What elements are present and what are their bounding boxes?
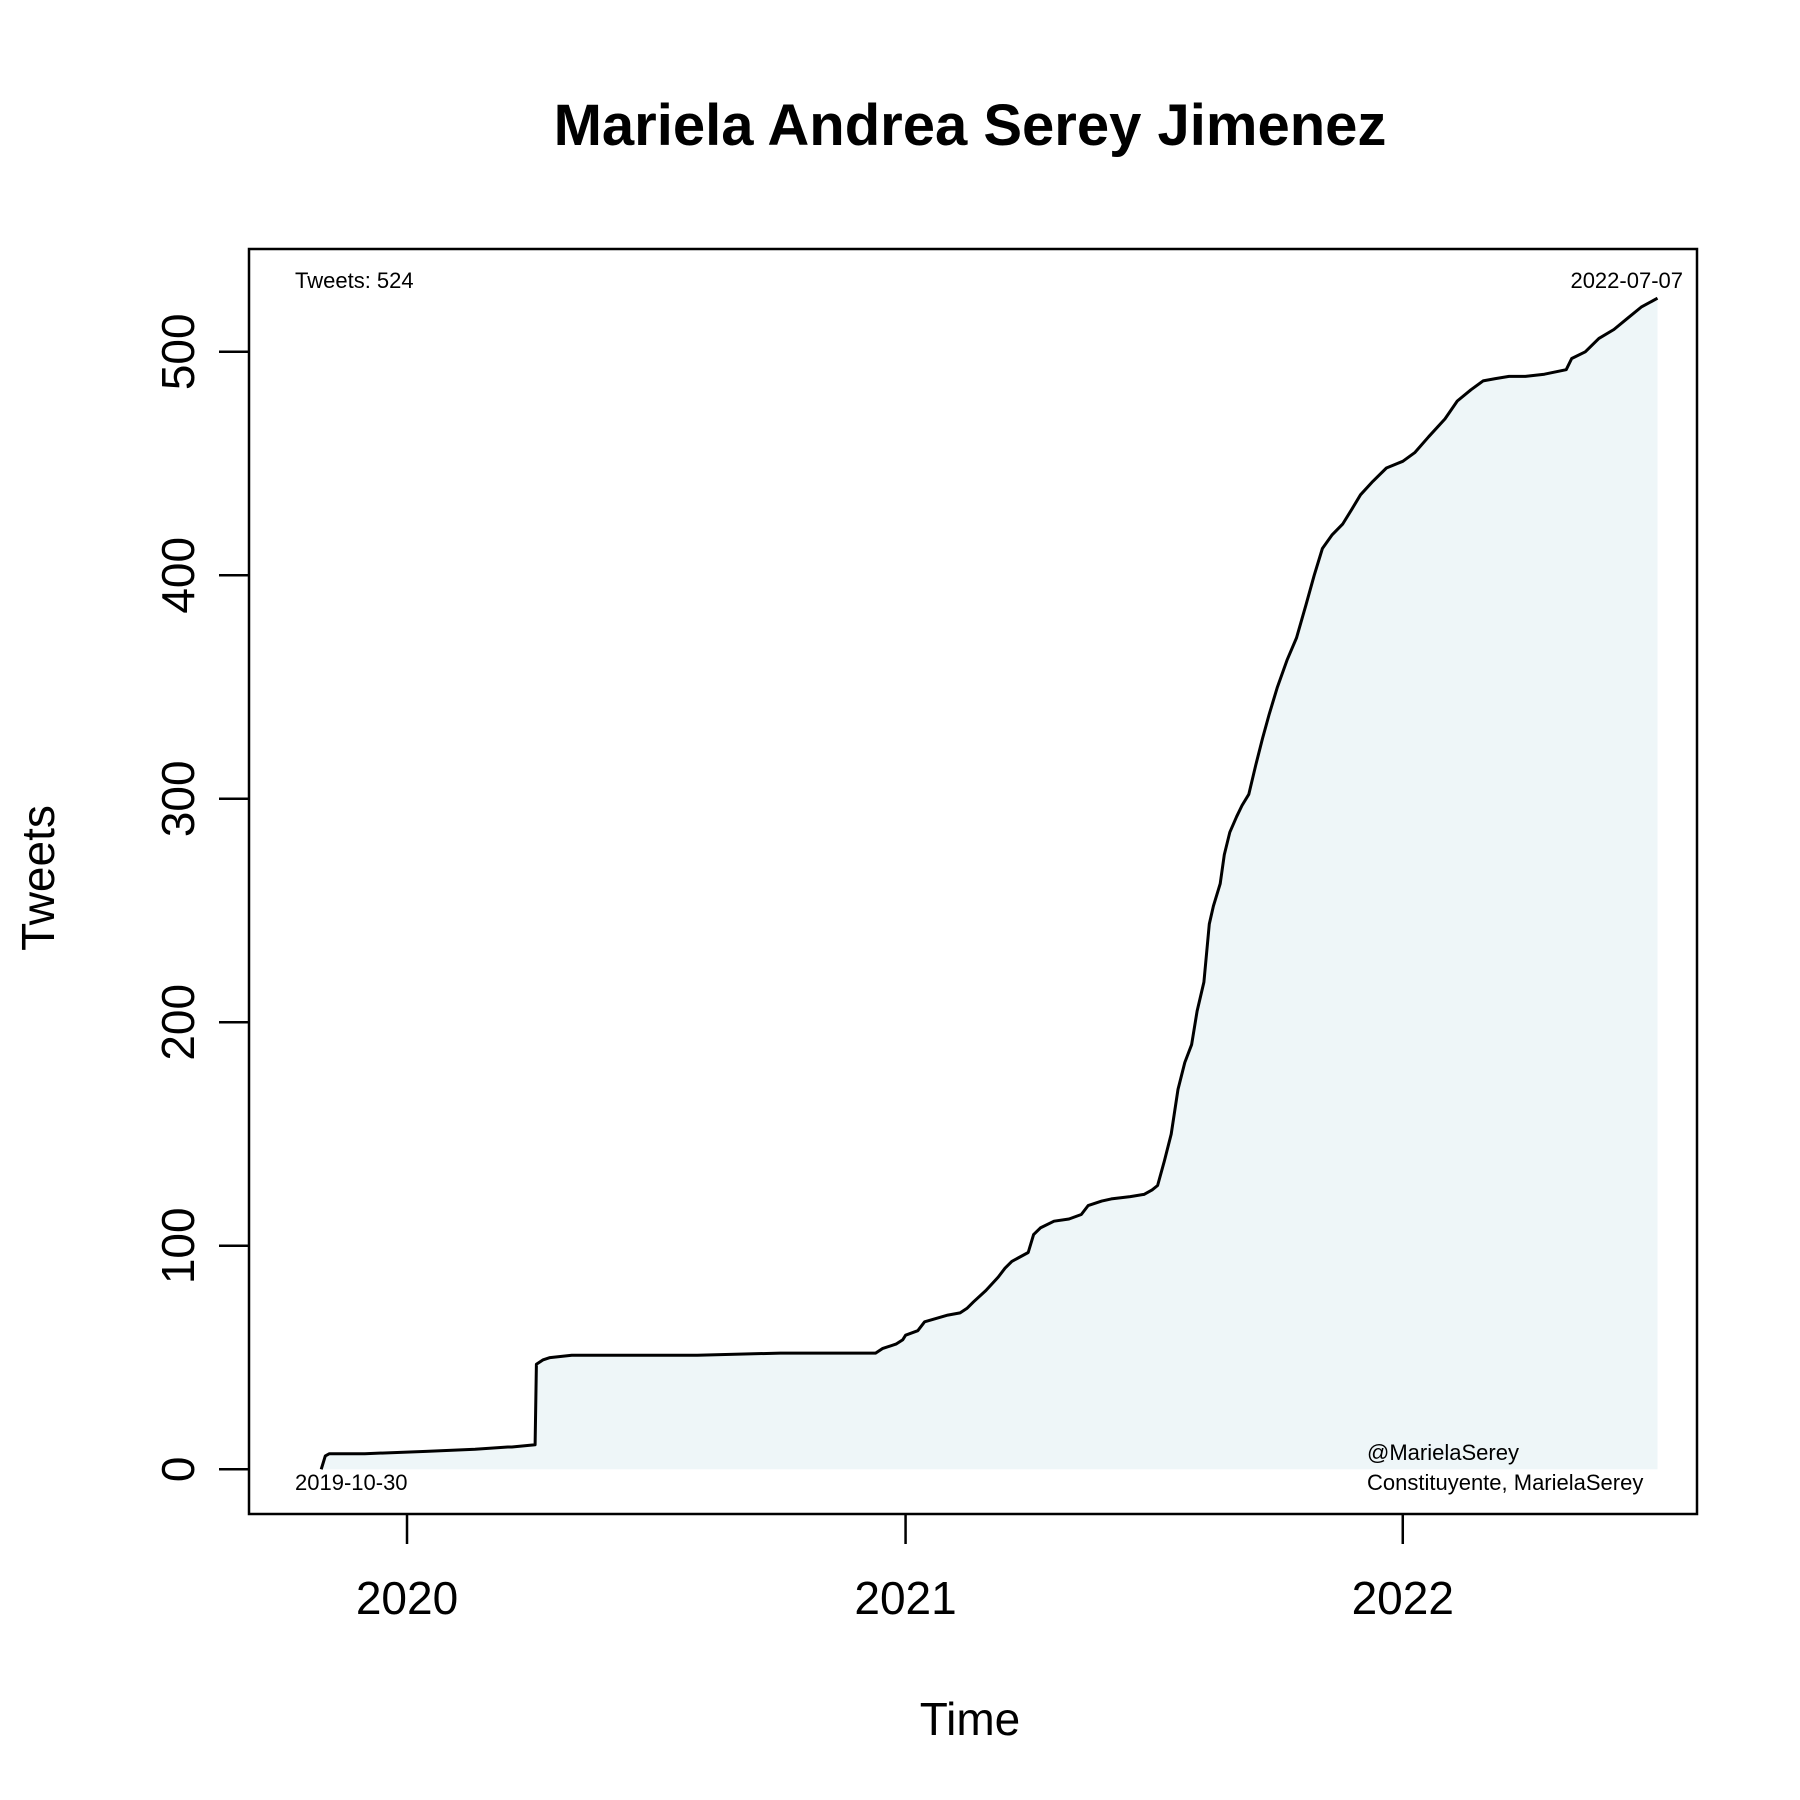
x-axis-title: Time: [920, 1693, 1021, 1745]
y-tick-label: 400: [152, 537, 204, 614]
y-tick-label: 500: [152, 313, 204, 390]
y-tick-label: 300: [152, 760, 204, 837]
handle-annotation: @MarielaSerey: [1367, 1440, 1519, 1465]
end-date-annotation: 2022-07-07: [1570, 268, 1683, 293]
x-tick-label: 2020: [356, 1572, 458, 1624]
tweet-count-annotation: Tweets: 524: [295, 268, 414, 293]
y-tick-label: 100: [152, 1207, 204, 1284]
y-tick-label: 0: [152, 1457, 204, 1483]
y-axis: 0 100 200 300 400 500: [152, 313, 249, 1482]
plot-area: [247, 247, 1699, 1516]
chart-title: Mariela Andrea Serey Jimenez: [554, 93, 1387, 158]
tweets-series-line: [319, 296, 1659, 1470]
source-annotation: Constituyente, MarielaSerey: [1367, 1470, 1643, 1495]
start-date-annotation: 2019-10-30: [295, 1470, 408, 1495]
x-axis: 2020 2021 2022: [356, 1514, 1454, 1624]
y-tick-label: 200: [152, 984, 204, 1061]
x-tick-label: 2022: [1352, 1572, 1454, 1624]
plot-frame: [247, 247, 1699, 1516]
tweets-area-fill: [321, 298, 1658, 1470]
y-axis-title: Tweets: [12, 805, 64, 951]
x-tick-label: 2021: [854, 1572, 956, 1624]
